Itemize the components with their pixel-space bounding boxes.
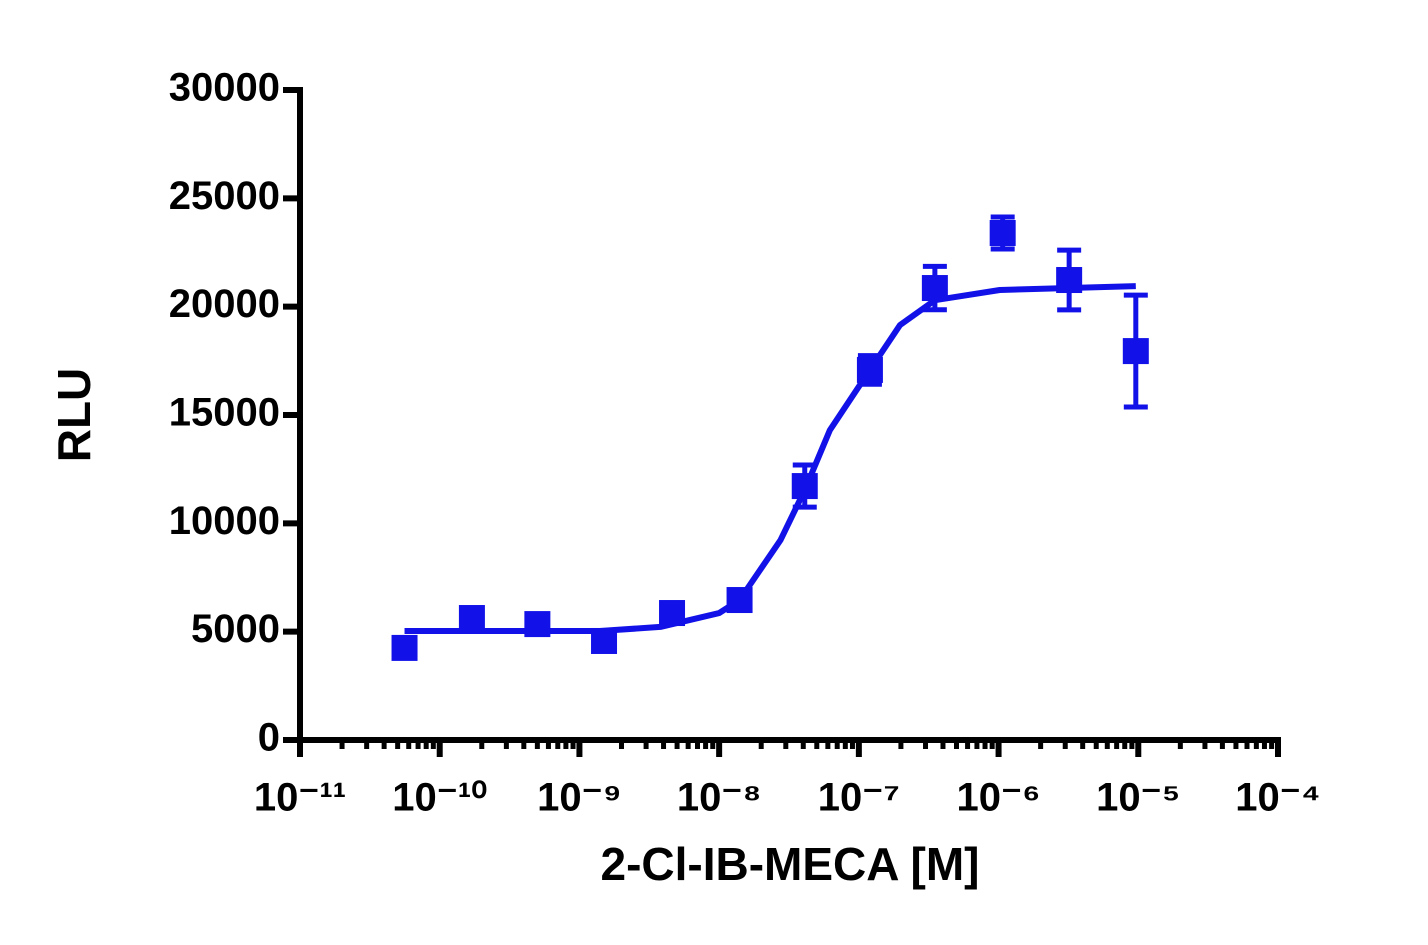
data-point bbox=[524, 611, 551, 638]
data-point bbox=[1122, 338, 1149, 365]
y-tick-label: 25000 bbox=[169, 174, 280, 218]
data-point bbox=[856, 356, 883, 383]
x-axis-title: 2-Cl-IB-MECA [M] bbox=[600, 838, 979, 890]
data-point bbox=[458, 605, 485, 632]
y-tick-label: 5000 bbox=[191, 607, 280, 651]
data-point bbox=[791, 473, 818, 500]
data-point bbox=[591, 627, 618, 654]
y-tick-label: 15000 bbox=[169, 391, 280, 435]
data-point bbox=[726, 587, 753, 614]
data-point bbox=[391, 634, 418, 661]
y-tick-label: 20000 bbox=[169, 282, 280, 326]
y-tick-label: 10000 bbox=[169, 499, 280, 543]
x-tick-label: 10⁻⁸ bbox=[677, 776, 762, 820]
data-point bbox=[659, 600, 686, 627]
y-axis-title: RLU bbox=[48, 368, 100, 463]
data-point bbox=[1056, 267, 1083, 294]
x-tick-label: 10⁻⁴ bbox=[1235, 776, 1320, 820]
y-tick-label: 30000 bbox=[169, 66, 280, 110]
y-tick-label: 0 bbox=[258, 716, 280, 760]
fit-curve bbox=[404, 283, 1136, 635]
x-tick-label: 10⁻⁹ bbox=[537, 776, 622, 820]
data-point bbox=[989, 220, 1016, 246]
x-tick-label: 10⁻⁵ bbox=[1096, 776, 1180, 820]
x-tick-label: 10⁻¹⁰ bbox=[392, 776, 487, 820]
data-point bbox=[921, 275, 948, 302]
x-tick-label: 10⁻⁷ bbox=[818, 776, 900, 820]
x-tick-label: 10⁻⁶ bbox=[957, 776, 1041, 820]
x-tick-label: 10⁻¹¹ bbox=[254, 776, 346, 820]
